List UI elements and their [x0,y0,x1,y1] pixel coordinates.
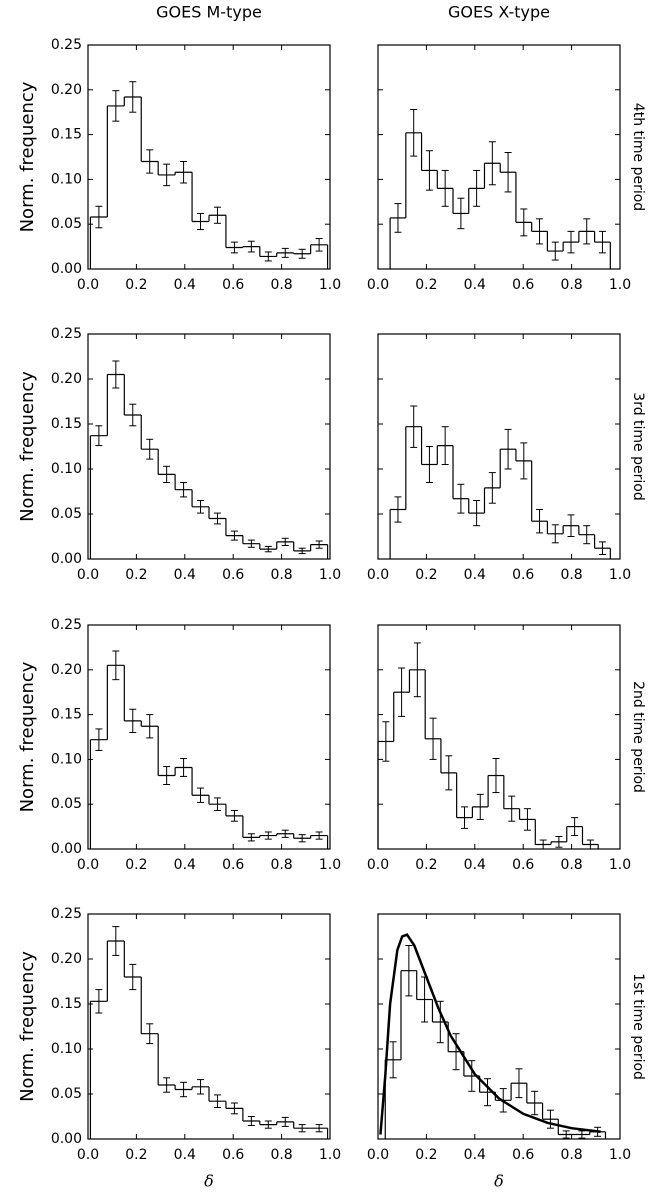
column-title: GOES M-type [156,3,262,22]
x-tick-label: 0.8 [270,567,292,583]
y-tick-label: 0.25 [51,37,82,53]
y-tick-label: 0.25 [51,906,82,922]
plot-frame [87,333,331,560]
y-tick-label: 0.05 [51,506,82,522]
x-tick-label: 0.6 [512,277,534,293]
y-tick-label: 0.05 [51,1086,82,1102]
x-tick-label: 1.0 [319,1147,341,1163]
x-axis-label: δ [204,1172,214,1191]
x-tick-label: 1.0 [319,567,341,583]
x-tick-label: 0.2 [415,277,437,293]
row-label: 3rd time period [630,392,646,500]
x-tick-label: 0.4 [464,1147,486,1163]
fit-curve [379,933,601,1135]
y-tick-label: 0.15 [51,416,82,432]
y-tick-label: 0.00 [51,841,82,857]
y-tick-label: 0.10 [51,171,82,187]
x-tick-label: 0.6 [512,857,534,873]
x-tick-label: 0.4 [174,857,196,873]
x-tick-label: 0.8 [560,1147,582,1163]
y-tick-label: 0.10 [51,1041,82,1057]
x-tick-label: 0.0 [367,1147,389,1163]
x-tick-label: 0.6 [512,567,534,583]
x-tick-label: 0.8 [270,277,292,293]
x-tick-label: 1.0 [609,1147,631,1163]
x-tick-label: 0.6 [512,1147,534,1163]
y-tick-label: 0.15 [51,127,82,143]
x-tick-label: 0.2 [125,567,147,583]
x-tick-label: 0.4 [174,277,196,293]
y-tick-label: 0.20 [51,82,82,98]
plot-frame [87,44,331,270]
x-tick-label: 0.2 [415,1147,437,1163]
row-label: 1st time period [630,973,646,1080]
y-tick-label: 0.10 [51,751,82,767]
x-tick-label: 0.2 [125,1147,147,1163]
x-tick-label: 1.0 [609,277,631,293]
plot-frame [377,333,621,560]
x-tick-label: 0.0 [367,857,389,873]
x-tick-label: 0.4 [464,277,486,293]
y-tick-label: 0.05 [51,216,82,232]
y-tick-label: 0.15 [51,707,82,723]
x-tick-label: 0.4 [174,567,196,583]
x-tick-label: 0.4 [464,857,486,873]
y-axis-label: Norm. frequency [17,81,38,232]
y-axis-label: Norm. frequency [17,661,38,812]
plot-frame [377,913,621,1140]
x-tick-label: 0.6 [222,857,244,873]
x-tick-label: 0.0 [367,567,389,583]
x-tick-label: 0.2 [415,857,437,873]
x-tick-label: 0.8 [270,1147,292,1163]
x-tick-label: 0.2 [125,857,147,873]
y-tick-label: 0.00 [51,261,82,277]
x-tick-label: 0.0 [77,1147,99,1163]
x-tick-label: 0.0 [77,567,99,583]
y-tick-label: 0.00 [51,551,82,567]
y-axis-label: Norm. frequency [17,371,38,522]
plot-frame [87,913,331,1140]
x-tick-label: 0.6 [222,567,244,583]
y-tick-label: 0.15 [51,996,82,1012]
y-tick-label: 0.00 [51,1131,82,1147]
plot-frame [87,624,331,850]
x-tick-label: 0.6 [222,277,244,293]
x-tick-label: 0.8 [560,277,582,293]
y-tick-label: 0.20 [51,662,82,678]
x-tick-label: 0.6 [222,1147,244,1163]
x-tick-label: 1.0 [319,277,341,293]
x-tick-label: 0.0 [367,277,389,293]
y-tick-label: 0.20 [51,951,82,967]
x-tick-label: 1.0 [319,857,341,873]
x-tick-label: 0.4 [464,567,486,583]
y-tick-label: 0.05 [51,796,82,812]
x-tick-label: 0.8 [560,857,582,873]
x-tick-label: 1.0 [609,567,631,583]
x-tick-label: 0.0 [77,277,99,293]
y-tick-label: 0.25 [51,617,82,633]
y-tick-label: 0.20 [51,371,82,387]
row-label: 4th time period [630,103,646,211]
column-title: GOES X-type [448,3,550,22]
row-label: 2nd time period [630,681,646,793]
plot-frame [377,44,621,270]
y-axis-label: Norm. frequency [17,951,38,1102]
x-tick-label: 0.8 [270,857,292,873]
plot-frame [377,624,621,850]
x-tick-label: 1.0 [609,857,631,873]
x-tick-label: 0.0 [77,857,99,873]
x-tick-label: 0.8 [560,567,582,583]
y-tick-label: 0.25 [51,326,82,342]
y-tick-label: 0.10 [51,461,82,477]
x-tick-label: 0.4 [174,1147,196,1163]
x-axis-label: δ [494,1172,504,1191]
x-tick-label: 0.2 [125,277,147,293]
x-tick-label: 0.2 [415,567,437,583]
